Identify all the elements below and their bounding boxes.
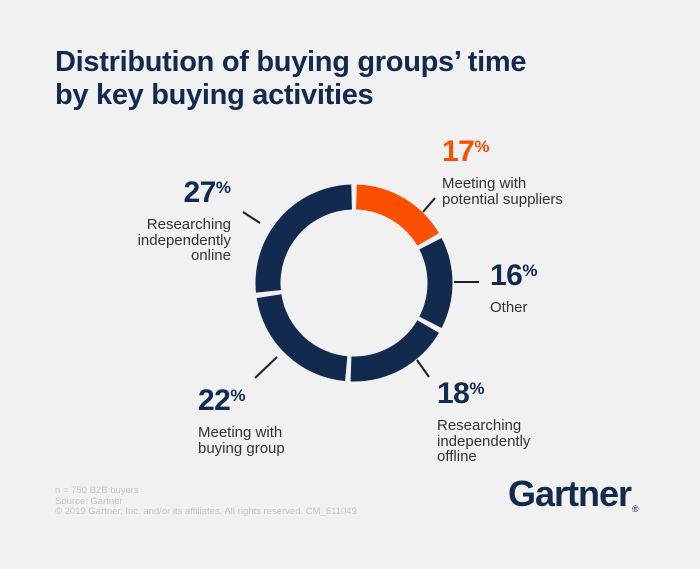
donut-segment-0	[356, 184, 439, 246]
percent-value: 17%	[442, 135, 490, 168]
percent-value: 18%	[437, 377, 485, 410]
leader-line-2	[416, 359, 430, 378]
callout-meeting-with-buying-group: 22% Meeting with buying group	[198, 386, 285, 456]
donut-segment-3	[256, 294, 348, 382]
callout-researching-independently-offline: 18% Researching independently offline	[437, 379, 530, 465]
percent-sign: %	[230, 386, 246, 405]
donut-segment-4	[255, 184, 352, 293]
segment-label: Researching independently offline	[437, 417, 531, 465]
segment-label: Meeting with potential suppliers	[442, 175, 563, 208]
percent-value: 22%	[198, 384, 246, 417]
footnote-block: n = 750 B2B buyers Source: Gartner © 201…	[55, 485, 357, 518]
percent-value: 16%	[490, 259, 538, 292]
percent-value: 27%	[183, 176, 232, 209]
source-note: Source: Gartner	[55, 495, 123, 507]
sample-size-note: n = 750 B2B buyers	[55, 485, 139, 496]
segment-label: Meeting with buying group	[198, 424, 285, 457]
percent-sign: %	[469, 379, 485, 398]
donut-segment-2	[350, 320, 439, 382]
percent-sign: %	[522, 261, 538, 280]
leader-line-4	[242, 211, 261, 224]
callout-other: 16% Other	[490, 261, 538, 316]
percent-sign: %	[474, 137, 490, 156]
copyright-note: © 2019 Gartner, Inc. and/or its affiliat…	[55, 506, 357, 517]
gartner-logo: Gartner®	[508, 473, 639, 515]
callout-researching-independently-online: 27% Researching independently online	[138, 178, 231, 264]
segment-label: Researching independently online	[137, 216, 231, 264]
segment-label: Other	[490, 299, 528, 316]
percent-sign: %	[215, 178, 231, 197]
donut-segment-1	[419, 237, 453, 329]
leader-line-3	[254, 356, 278, 379]
chart-title: Distribution of buying groups’ time by k…	[55, 46, 527, 111]
leader-line-0	[422, 197, 436, 213]
registered-mark: ®	[632, 504, 639, 514]
callout-meeting-with-potential-suppliers: 17% Meeting with potential suppliers	[442, 137, 563, 207]
